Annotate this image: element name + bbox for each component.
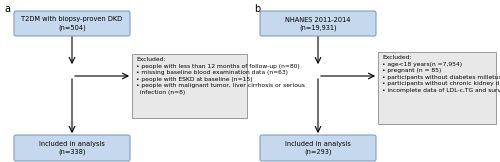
FancyBboxPatch shape xyxy=(260,135,376,161)
Text: b: b xyxy=(254,4,260,14)
Bar xyxy=(378,52,496,124)
Text: Excluded:
• age<18 years(n =7,954)
• pregnant (n = 85)
• participants without di: Excluded: • age<18 years(n =7,954) • pre… xyxy=(382,55,500,93)
Text: Excluded:
• people with less than 12 months of follow-up (n=80)
• missing baseli: Excluded: • people with less than 12 mon… xyxy=(136,57,305,95)
Bar xyxy=(132,54,247,118)
Text: a: a xyxy=(4,4,10,14)
FancyBboxPatch shape xyxy=(14,11,130,36)
Text: (n=338): (n=338) xyxy=(58,149,86,155)
Text: NHANES 2011-2014: NHANES 2011-2014 xyxy=(285,17,351,23)
Text: (n=293): (n=293) xyxy=(304,149,332,155)
Text: (n=19,931): (n=19,931) xyxy=(299,24,337,31)
Text: T2DM with biopsy-proven DKD: T2DM with biopsy-proven DKD xyxy=(22,17,122,23)
Text: Included in analysis: Included in analysis xyxy=(39,141,105,147)
FancyBboxPatch shape xyxy=(14,135,130,161)
Text: Included in analysis: Included in analysis xyxy=(285,141,351,147)
Text: (n=504): (n=504) xyxy=(58,24,86,31)
FancyBboxPatch shape xyxy=(260,11,376,36)
